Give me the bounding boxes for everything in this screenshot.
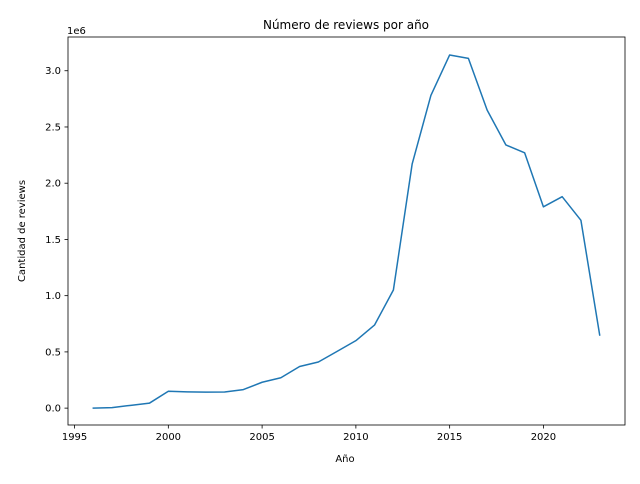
- y-axis-offset-label: 1e6: [67, 26, 86, 37]
- x-tick-label: 2010: [343, 432, 368, 443]
- y-tick-label: 0.0: [45, 404, 61, 415]
- x-tick-label: 2000: [156, 432, 181, 443]
- x-tick-label: 2005: [249, 432, 274, 443]
- y-axis-label: Cantidad de reviews: [17, 180, 28, 282]
- y-tick-label: 0.5: [45, 347, 61, 358]
- plot-area-frame: [67, 36, 626, 426]
- y-tick-label: 3.0: [45, 66, 61, 77]
- x-tick-label: 2015: [437, 432, 462, 443]
- y-tick-label: 2.5: [45, 122, 61, 133]
- x-tick-label: 2020: [531, 432, 556, 443]
- x-axis-label: Año: [335, 454, 354, 465]
- chart-title: Número de reviews por año: [263, 18, 429, 32]
- x-tick-label: 1995: [62, 432, 87, 443]
- y-tick-label: 1.5: [45, 235, 61, 246]
- axis-ticks: 1995 2000 2005 2010 2015 2020 0.0 0.5 1.0 1.5 2.0 2…: [45, 66, 556, 443]
- y-tick-label: 2.0: [45, 179, 61, 190]
- series-layer: [92, 54, 601, 409]
- series-line: [92, 54, 601, 409]
- y-tick-label: 1.0: [45, 291, 61, 302]
